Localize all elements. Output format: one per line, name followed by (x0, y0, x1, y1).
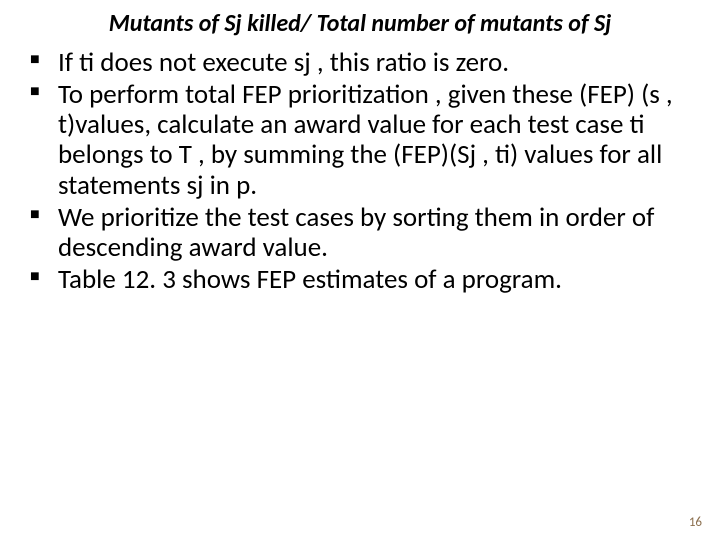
list-item: If ti does not execute sj , this ratio i… (28, 48, 692, 78)
list-item: To perform total FEP prioritization , gi… (28, 80, 692, 201)
slide-title: Mutants of Sj killed/ Total number of mu… (0, 0, 720, 44)
list-item: We prioritize the test cases by sorting … (28, 203, 692, 263)
bullet-list: If ti does not execute sj , this ratio i… (28, 48, 692, 296)
page-number: 16 (689, 515, 702, 530)
slide: Mutants of Sj killed/ Total number of mu… (0, 0, 720, 540)
list-item: Table 12. 3 shows FEP estimates of a pro… (28, 265, 692, 295)
slide-body: If ti does not execute sj , this ratio i… (0, 44, 720, 296)
